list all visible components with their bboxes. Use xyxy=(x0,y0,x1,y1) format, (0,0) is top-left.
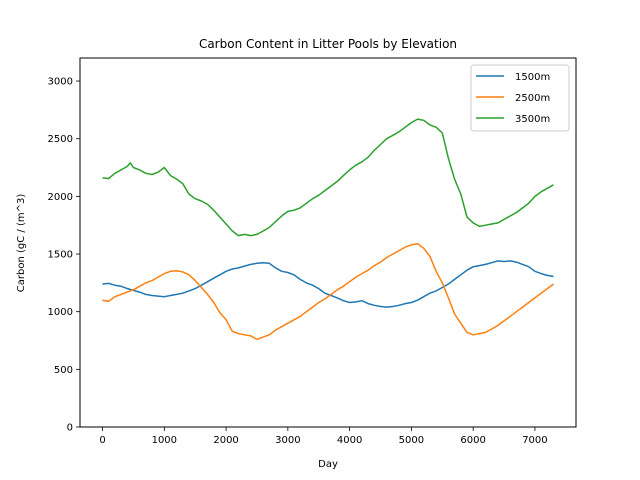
x-tick-label: 2000 xyxy=(213,435,238,446)
y-tick-label: 1000 xyxy=(48,307,73,318)
x-tick-label: 1000 xyxy=(152,435,177,446)
legend-label-3500m: 3500m xyxy=(515,114,550,125)
legend-label-2500m: 2500m xyxy=(515,93,550,104)
legend-label-1500m: 1500m xyxy=(515,72,550,83)
x-tick-label: 0 xyxy=(99,435,105,446)
y-tick-label: 2000 xyxy=(48,192,73,203)
y-axis-title: Carbon (gC / (m^3) xyxy=(16,194,27,293)
y-tick-label: 2500 xyxy=(48,134,73,145)
y-tick-label: 0 xyxy=(67,423,73,434)
series-line-3500m xyxy=(102,118,554,237)
x-tick-label: 5000 xyxy=(399,435,424,446)
x-axis: 0 1000 2000 3000 4000 5000 6000 7000 xyxy=(99,427,548,446)
series-line-1500m xyxy=(102,260,554,308)
x-axis-title: Day xyxy=(318,459,338,470)
plot-lines xyxy=(102,118,554,341)
plot-frame xyxy=(79,57,577,428)
chart-title: Carbon Content in Litter Pools by Elevat… xyxy=(199,37,457,51)
x-tick-label: 7000 xyxy=(522,435,547,446)
x-tick-label: 4000 xyxy=(337,435,362,446)
y-tick-label: 1500 xyxy=(48,250,73,261)
x-tick-label: 3000 xyxy=(275,435,300,446)
series-line-2500m xyxy=(102,242,554,341)
legend-box xyxy=(470,64,570,132)
y-tick-label: 3000 xyxy=(48,77,73,88)
legend: 1500m 2500m 3500m xyxy=(470,64,570,132)
y-tick-label: 500 xyxy=(54,365,73,376)
y-axis: 0 500 1000 1500 2000 2500 3000 xyxy=(48,77,80,434)
x-tick-label: 6000 xyxy=(460,435,485,446)
